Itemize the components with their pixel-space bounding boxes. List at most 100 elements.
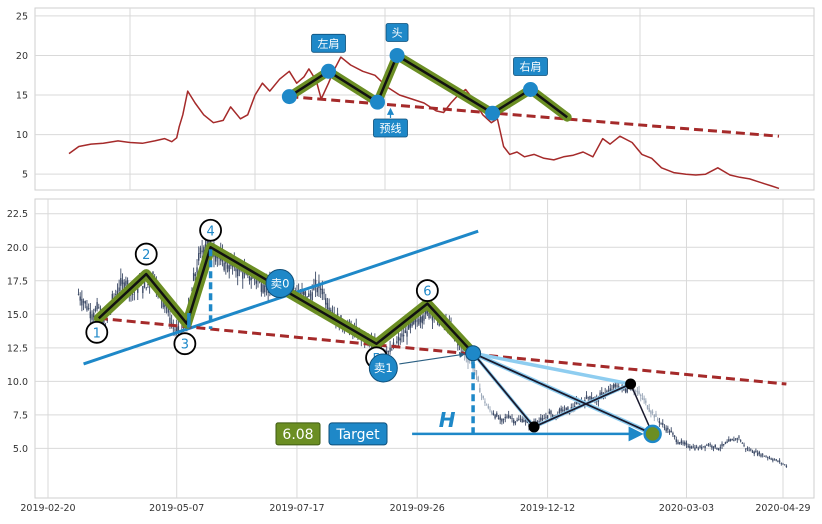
candle-body [79, 296, 81, 301]
x-tick-label: 2019-02-20 [20, 503, 75, 514]
candle-body [616, 385, 618, 387]
candle-body [599, 392, 601, 397]
candle-body [590, 397, 593, 400]
label-left-shoulder-box [311, 33, 346, 53]
candle-body [321, 288, 324, 295]
candle-body [126, 280, 129, 285]
bottom-y-tick-label: 12.5 [7, 343, 28, 354]
candle-body [745, 448, 747, 450]
candle-body [196, 267, 198, 273]
point-label-1: 1 [93, 326, 101, 341]
candle-body [607, 389, 610, 392]
candle-body [767, 457, 769, 459]
candle-body [585, 395, 588, 399]
candle-body [192, 273, 195, 281]
candle-body [194, 274, 197, 277]
top-pattern-marker [523, 82, 538, 98]
candle-body [665, 428, 667, 432]
point-label-4: 4 [206, 224, 214, 239]
candle-body [121, 280, 124, 285]
point-label-3: 3 [181, 338, 189, 353]
candle-body [416, 320, 418, 322]
candle-body [82, 301, 85, 303]
candle-body [511, 418, 513, 419]
candle-body [91, 314, 93, 320]
candle-body [780, 462, 783, 464]
candle-body [399, 338, 401, 341]
candle-body [494, 414, 496, 419]
point-label-circle [173, 332, 197, 356]
candle-body [133, 291, 136, 293]
candle-body [560, 408, 562, 412]
candle-body [587, 397, 589, 399]
top-plot-frame [34, 7, 815, 191]
candle-body [706, 444, 708, 446]
candle-body [89, 311, 92, 319]
candle-body [702, 446, 705, 448]
candle-body [389, 347, 391, 352]
candle-body [479, 388, 481, 393]
candle-body [308, 293, 310, 297]
candle-body [120, 278, 122, 286]
candle-body [313, 286, 315, 290]
candle-body [668, 430, 671, 433]
candle-body [235, 268, 237, 272]
candle-body [768, 457, 771, 459]
candle-body [701, 447, 703, 449]
candle-body [94, 308, 97, 311]
candle-body [521, 418, 523, 423]
candle-body [772, 459, 774, 461]
candle-body [414, 317, 417, 323]
candle-body [255, 280, 258, 284]
top-price-line [68, 56, 780, 190]
label-right-shoulder: 右肩 [520, 60, 542, 74]
candle-body [304, 291, 307, 296]
candle-body [396, 341, 398, 343]
candle-body [137, 287, 139, 293]
candle-body [111, 293, 114, 301]
bottom-pattern-line [97, 246, 475, 355]
candle-body [502, 418, 505, 420]
candle-body [673, 435, 676, 437]
candle-body [704, 445, 706, 449]
candle-body [723, 444, 725, 446]
candle-body [731, 438, 733, 441]
candle-body [638, 391, 640, 395]
candle-body [84, 301, 86, 304]
candle-body [719, 447, 722, 449]
candle-body [294, 290, 296, 291]
candle-body [736, 438, 738, 440]
bottom-y-tick-label: 20.0 [7, 243, 28, 254]
candle-body [497, 418, 500, 420]
candle-body [218, 257, 220, 259]
candle-body [573, 405, 576, 408]
target-marker [643, 424, 662, 444]
candle-body [526, 420, 528, 423]
candle-body [545, 416, 547, 418]
x-tick-label: 2019-09-26 [390, 503, 445, 514]
projection-target-line [472, 352, 653, 435]
candle-body [655, 413, 657, 417]
candle-body [167, 306, 169, 313]
candle-body [115, 294, 117, 295]
candle-body [428, 312, 430, 319]
x-tick-label: 2020-04-29 [755, 503, 810, 514]
candle-body [169, 317, 171, 324]
top-pattern-marker [281, 89, 297, 105]
candle-body [658, 420, 661, 424]
candle-body [656, 418, 659, 420]
candle-body [518, 419, 520, 421]
candle-body [484, 401, 486, 404]
candle-body [96, 302, 98, 310]
candle-body [575, 400, 578, 405]
top-y-tick-label: 10 [16, 130, 28, 141]
point-label-2: 2 [142, 248, 150, 263]
candle-body [711, 445, 713, 448]
candle-body [162, 300, 164, 308]
candle-body [680, 440, 683, 444]
top-y-tick-label: 5 [22, 170, 28, 181]
projection-drop [472, 352, 535, 428]
